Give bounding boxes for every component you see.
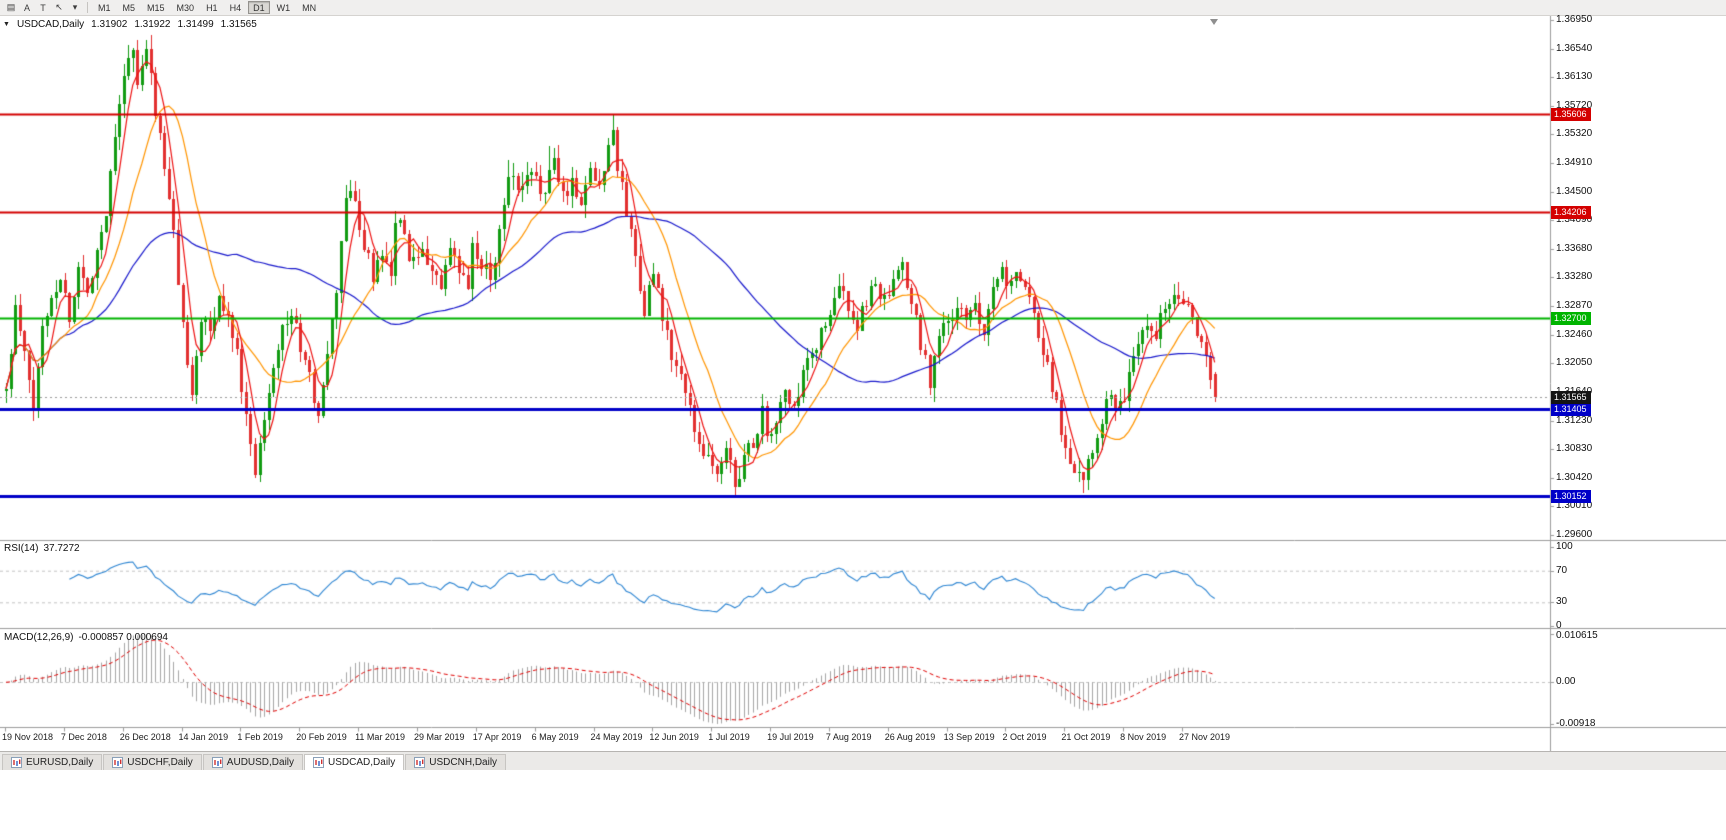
cursor-icon[interactable]: ↖ [55, 2, 63, 12]
rsi-name: RSI(14) [4, 543, 39, 554]
chart-tab-usdchf[interactable]: USDCHF,Daily [103, 754, 202, 770]
open-value: 1.31902 [91, 19, 128, 30]
close-value: 1.31565 [220, 19, 257, 30]
macd-name: MACD(12,26,9) [4, 632, 74, 643]
timeframe-button-m15[interactable]: M15 [147, 2, 165, 13]
mini-chart-icon [11, 756, 22, 768]
timeframe-button-m5[interactable]: M5 [122, 2, 136, 13]
tab-label: EURUSD,Daily [26, 756, 94, 768]
ohlc-info-line: ▼ USDCAD,Daily 1.31902 1.31922 1.31499 1… [3, 19, 257, 30]
caret-down-icon[interactable]: ▾ [72, 2, 78, 12]
charts-grid-icon[interactable]: ▤ [6, 2, 16, 12]
rsi-label: RSI(14) 37.7272 [4, 543, 80, 554]
tab-label: AUDUSD,Daily [226, 756, 295, 768]
timeframe-button-w1[interactable]: W1 [276, 2, 291, 13]
timeframe-button-m30[interactable]: M30 [176, 2, 195, 13]
toolbar-separator [87, 2, 88, 13]
chart-tabs-bar: EURUSD,Daily USDCHF,Daily AUDUSD,Daily USDC… [0, 751, 1726, 770]
letter-a-icon[interactable]: A [23, 2, 30, 13]
timeframe-button-h1[interactable]: H1 [206, 2, 218, 13]
chart-area: ▼ USDCAD,Daily 1.31902 1.31922 1.31499 1… [0, 14, 1726, 751]
macd-values: -0.000857 0.000694 [78, 632, 168, 643]
chart-tab-audusd[interactable]: AUDUSD,Daily [202, 754, 304, 770]
toolbar: ▤ A T ↖ ▾ M1 M5 M15 M30 H1 H4 D1 W1 MN [0, 0, 1726, 16]
tab-label: USDCNH,Daily [429, 756, 498, 768]
chart-shift-marker-icon [1210, 19, 1218, 25]
low-value: 1.31499 [177, 19, 214, 30]
timeframe-button-d1[interactable]: D1 [248, 1, 270, 14]
symbol-label: USDCAD,Daily [16, 19, 85, 30]
mini-chart-icon [414, 756, 426, 768]
tab-label: USDCAD,Daily [328, 756, 396, 768]
price-chart-canvas[interactable] [0, 16, 1726, 751]
timeframe-button-h4[interactable]: H4 [229, 2, 242, 13]
collapse-triangle-icon[interactable]: ▼ [3, 21, 10, 28]
rsi-value: 37.7272 [43, 543, 80, 554]
high-value: 1.31922 [134, 19, 171, 30]
mini-chart-icon [112, 756, 124, 768]
mini-chart-icon [313, 756, 325, 768]
mini-chart-icon [211, 756, 223, 768]
tab-label: USDCHF,Daily [127, 756, 193, 768]
timeframe-button-m1[interactable]: M1 [98, 2, 111, 13]
timeframe-button-mn[interactable]: MN [302, 2, 317, 13]
letter-t-icon[interactable]: T [40, 2, 46, 13]
chart-tab-usdcnh[interactable]: USDCNH,Daily [405, 754, 507, 770]
macd-label: MACD(12,26,9) -0.000857 0.000694 [4, 632, 168, 643]
chart-tab-usdcad[interactable]: USDCAD,Daily [304, 754, 405, 770]
chart-tab-eurusd[interactable]: EURUSD,Daily [2, 754, 103, 770]
